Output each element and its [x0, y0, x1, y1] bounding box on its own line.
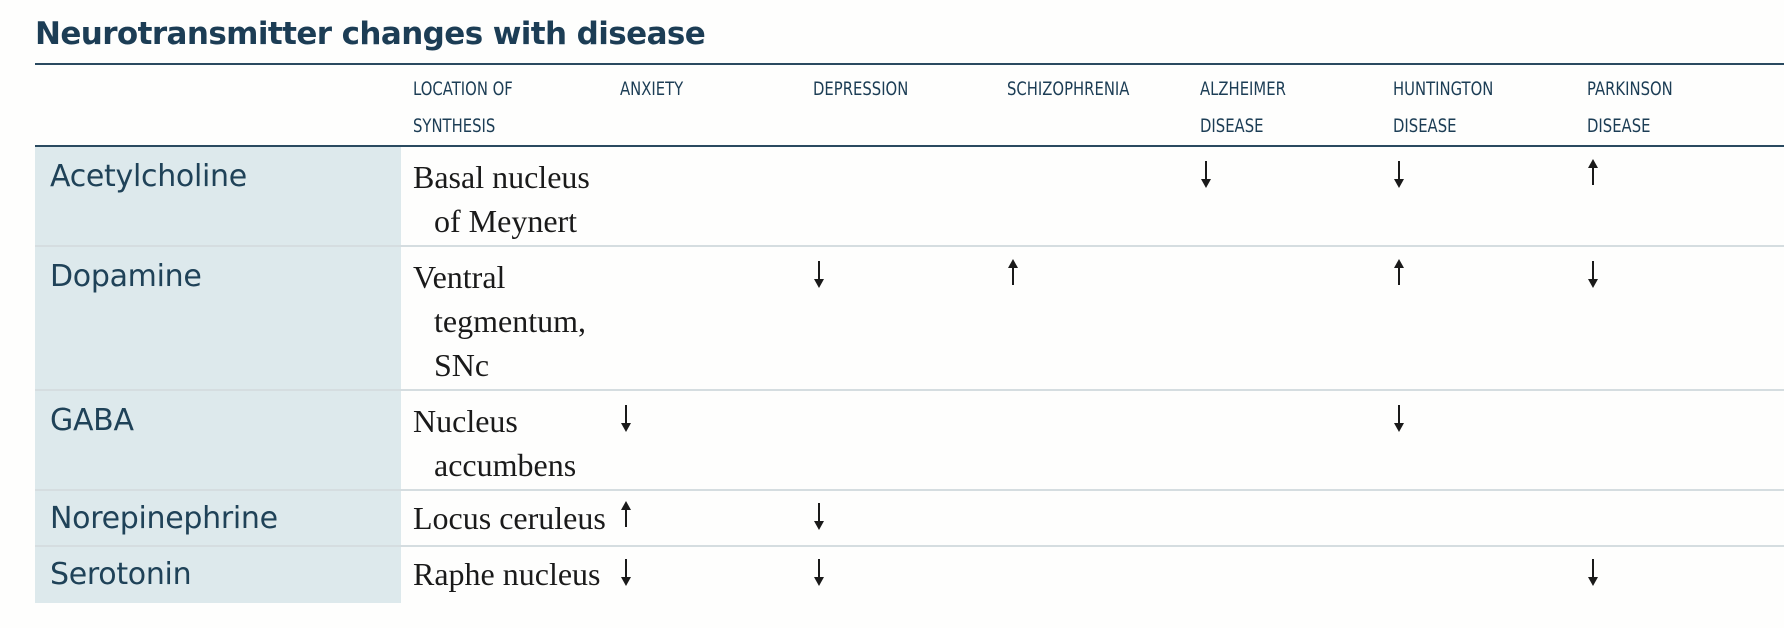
down-arrow-icon: [813, 259, 827, 289]
header-name: [35, 64, 401, 146]
header-location: LOCATION OF SYNTHESIS: [413, 78, 513, 137]
down-arrow-icon: [813, 557, 827, 587]
header-huntington: HUNTINGTON DISEASE: [1393, 78, 1494, 137]
cell-parkinson: [1587, 545, 1784, 603]
location-line: Raphe nucleus: [413, 556, 601, 592]
down-arrow-icon: [1587, 259, 1601, 289]
cell-parkinson: [1587, 489, 1784, 546]
location-line: Basal nucleus: [413, 159, 590, 195]
cell-schizophrenia: [1007, 389, 1200, 490]
cell-alzheimer: [1200, 389, 1393, 490]
cell-huntington: [1393, 489, 1587, 546]
table-row: Dopamine Ventral tegmentum, SNc: [35, 245, 1784, 390]
cell-anxiety: [620, 489, 813, 546]
location-line: Nucleus: [413, 403, 518, 439]
cell-anxiety: [620, 389, 813, 490]
cell-alzheimer: [1200, 545, 1393, 603]
cell-depression: [813, 146, 1007, 246]
location-line: Ventral: [413, 259, 506, 295]
location-line: Locus ceruleus: [413, 500, 606, 536]
synthesis-location: Nucleus accumbens: [401, 389, 620, 490]
cell-anxiety: [620, 245, 813, 390]
synthesis-location: Basal nucleus of Meynert: [401, 146, 620, 246]
down-arrow-icon: [620, 403, 634, 433]
cell-schizophrenia: [1007, 245, 1200, 390]
neurotransmitter-table: LOCATION OF SYNTHESIS ANXIETY DEPRESSION…: [35, 63, 1784, 603]
table-row: Norepinephrine Locus ceruleus: [35, 489, 1784, 546]
cell-schizophrenia: [1007, 146, 1200, 246]
header-anxiety: ANXIETY: [620, 78, 684, 100]
down-arrow-icon: [620, 557, 634, 587]
down-arrow-icon: [1200, 159, 1214, 189]
synthesis-location: Locus ceruleus: [401, 489, 620, 546]
up-arrow-icon: [1587, 159, 1601, 189]
down-arrow-icon: [813, 501, 827, 531]
cell-schizophrenia: [1007, 489, 1200, 546]
synthesis-location: Raphe nucleus: [401, 545, 620, 603]
neurotransmitter-name: Dopamine: [35, 245, 401, 390]
table-row: Serotonin Raphe nucleus: [35, 545, 1784, 603]
location-line: tegmentum,: [434, 303, 586, 339]
neurotransmitter-name: Serotonin: [35, 545, 401, 603]
location-line: accumbens: [434, 447, 577, 483]
cell-schizophrenia: [1007, 545, 1200, 603]
up-arrow-icon: [1007, 259, 1021, 289]
header-schizophrenia: SCHIZOPHRENIA: [1007, 78, 1130, 100]
cell-parkinson: [1587, 245, 1784, 390]
table-body: Acetylcholine Basal nucleus of Meynert Dopa…: [35, 146, 1784, 603]
location-line: SNc: [434, 347, 490, 383]
cell-depression: [813, 545, 1007, 603]
cell-huntington: [1393, 146, 1587, 246]
table-header-row: LOCATION OF SYNTHESIS ANXIETY DEPRESSION…: [35, 64, 1784, 146]
cell-huntington: [1393, 389, 1587, 490]
cell-alzheimer: [1200, 489, 1393, 546]
header-depression: DEPRESSION: [813, 78, 909, 100]
cell-huntington: [1393, 245, 1587, 390]
cell-parkinson: [1587, 389, 1784, 490]
down-arrow-icon: [1393, 403, 1407, 433]
page-title: Neurotransmitter changes with disease: [35, 16, 706, 52]
down-arrow-icon: [1393, 159, 1407, 189]
neurotransmitter-name: GABA: [35, 389, 401, 490]
location-line: of Meynert: [434, 203, 578, 239]
up-arrow-icon: [620, 501, 634, 531]
cell-anxiety: [620, 545, 813, 603]
down-arrow-icon: [1587, 557, 1601, 587]
cell-alzheimer: [1200, 146, 1393, 246]
table-row: Acetylcholine Basal nucleus of Meynert: [35, 146, 1784, 246]
header-alzheimer: ALZHEIMER DISEASE: [1200, 78, 1286, 137]
cell-parkinson: [1587, 146, 1784, 246]
synthesis-location: Ventral tegmentum, SNc: [401, 245, 620, 390]
cell-alzheimer: [1200, 245, 1393, 390]
header-parkinson: PARKINSON DISEASE: [1587, 78, 1673, 137]
neurotransmitter-name: Norepinephrine: [35, 489, 401, 546]
cell-depression: [813, 389, 1007, 490]
cell-depression: [813, 245, 1007, 390]
cell-anxiety: [620, 146, 813, 246]
cell-depression: [813, 489, 1007, 546]
neurotransmitter-name: Acetylcholine: [35, 146, 401, 246]
up-arrow-icon: [1393, 259, 1407, 289]
table-row: GABA Nucleus accumbens: [35, 389, 1784, 490]
cell-huntington: [1393, 545, 1587, 603]
